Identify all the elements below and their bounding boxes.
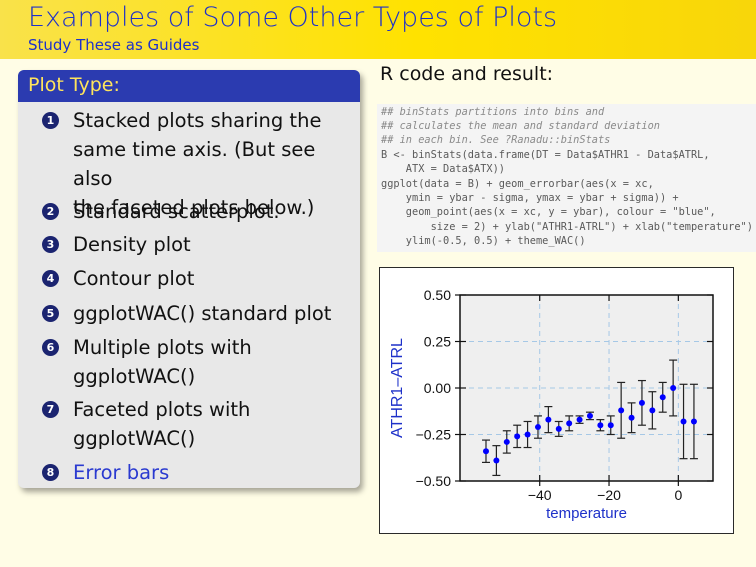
item-number: 8	[42, 464, 59, 481]
data-point	[555, 425, 562, 432]
item-line: Standard scatterplot.	[73, 200, 280, 223]
x-tick-label: −40	[528, 487, 552, 503]
data-point	[628, 414, 635, 421]
item-line: Density plot	[73, 233, 191, 256]
item-text: ggplotWAC() standard plot	[73, 299, 355, 328]
chart-svg: 0.50 0.25 0.00 −0.25 −0.50 −40 −20 0 temperature…	[389, 287, 714, 522]
item-line: Stacked plots sharing the	[73, 109, 322, 132]
plot-type-block: Plot Type: 1 Stacked plots sharing the s…	[18, 70, 360, 488]
item-text: Faceted plots with ggplotWAC()	[73, 395, 355, 453]
item-number: 6	[42, 339, 59, 356]
y-axis-label: ATHR1–ATRL	[389, 338, 406, 438]
data-point	[524, 431, 531, 438]
y-tick-label: 0.25	[424, 334, 451, 350]
code-line: ## binStats partitions into bins and	[381, 106, 605, 118]
data-point	[586, 412, 593, 419]
x-tick-label: −20	[597, 487, 621, 503]
item-text: Density plot	[73, 230, 355, 259]
item-number: 2	[42, 203, 59, 220]
item-line: the faceted plots below.)	[73, 196, 315, 219]
errorbar-plot: 0.50 0.25 0.00 −0.25 −0.50 −40 −20 0 temperature…	[379, 267, 734, 534]
data-point	[534, 424, 541, 431]
item-text: Multiple plots with ggplotWAC()	[73, 333, 355, 391]
item-line[interactable]: Error bars	[73, 461, 170, 484]
code-line: ylim(-0.5, 0.5) + theme_WAC()	[381, 235, 586, 247]
data-point	[576, 416, 583, 423]
code-line: size = 2) + ylab("ATHR1-ATRL") + xlab("t…	[381, 221, 756, 233]
item-number: 7	[42, 401, 59, 418]
item-text[interactable]: Error bars	[73, 458, 355, 487]
code-line: B <- binStats(data.frame(DT = Data$ATHR1…	[381, 149, 710, 161]
code-block: ## binStats partitions into bins and ## …	[377, 104, 756, 252]
item-line: ggplotWAC()	[73, 427, 196, 450]
code-line: ymin = ybar - sigma, ymax = ybar + sigma…	[381, 192, 679, 204]
data-point	[493, 457, 500, 464]
code-line: geom_point(aes(x = xc, y = ybar), colour…	[381, 206, 716, 218]
slide-title: Examples of Some Other Types of Plots	[28, 2, 558, 33]
data-point	[649, 407, 656, 414]
x-axis-label: temperature	[546, 505, 627, 522]
block-title: Plot Type:	[28, 74, 120, 96]
code-line: ## calculates the mean and standard devi…	[381, 120, 660, 132]
item-number: 4	[42, 270, 59, 287]
item-number: 5	[42, 305, 59, 322]
item-line: ggplotWAC() standard plot	[73, 302, 332, 325]
data-point	[566, 420, 573, 427]
item-text: Standard scatterplot.	[73, 197, 355, 226]
code-line: ggplot(data = B) + geom_errorbar(aes(x =…	[381, 178, 654, 190]
data-point	[545, 416, 552, 423]
slide-subtitle: Study These as Guides	[28, 36, 200, 54]
data-point	[618, 407, 625, 414]
y-tick-label: −0.25	[416, 427, 452, 443]
item-line: Multiple plots with	[73, 336, 252, 359]
item-number: 1	[42, 112, 59, 129]
block-header: Plot Type:	[18, 70, 360, 102]
data-point	[514, 433, 521, 440]
item-text: Stacked plots sharing the same time axis…	[73, 106, 355, 222]
y-tick-label: 0.00	[424, 380, 451, 396]
data-point	[680, 418, 687, 425]
data-point	[638, 399, 645, 406]
item-number: 3	[42, 236, 59, 253]
code-line: ATX = Data$ATX))	[381, 163, 505, 175]
data-point	[659, 394, 666, 401]
y-tick-label: 0.50	[424, 287, 451, 303]
slide-header: Examples of Some Other Types of Plots St…	[0, 0, 756, 59]
item-line: Faceted plots with	[73, 398, 251, 421]
data-point	[503, 438, 510, 445]
item-line: ggplotWAC()	[73, 365, 196, 388]
data-point	[607, 422, 614, 429]
code-line: ## in each bin. See ?Ranadu::binStats	[381, 134, 611, 146]
data-point	[597, 422, 604, 429]
code-heading: R code and result:	[380, 63, 554, 85]
item-text: Contour plot	[73, 264, 355, 293]
item-line: same time axis. (But see also	[73, 138, 316, 190]
data-point	[690, 418, 697, 425]
data-point	[482, 448, 489, 455]
y-tick-label: −0.50	[416, 473, 452, 489]
data-point	[670, 385, 677, 391]
item-line: Contour plot	[73, 267, 195, 290]
x-tick-label: 0	[674, 487, 682, 503]
